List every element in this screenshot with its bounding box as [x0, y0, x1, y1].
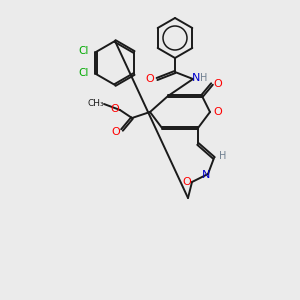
- Text: CH₃: CH₃: [88, 98, 104, 107]
- Text: Cl: Cl: [79, 68, 89, 78]
- Text: O: O: [146, 74, 154, 84]
- Text: O: O: [214, 79, 222, 89]
- Text: N: N: [192, 73, 200, 83]
- Text: O: O: [214, 107, 222, 117]
- Text: O: O: [112, 127, 120, 137]
- Text: Cl: Cl: [79, 46, 89, 56]
- Text: O: O: [111, 104, 119, 114]
- Text: N: N: [202, 170, 210, 180]
- Text: H: H: [200, 73, 208, 83]
- Text: H: H: [219, 151, 227, 161]
- Text: O: O: [183, 177, 191, 187]
